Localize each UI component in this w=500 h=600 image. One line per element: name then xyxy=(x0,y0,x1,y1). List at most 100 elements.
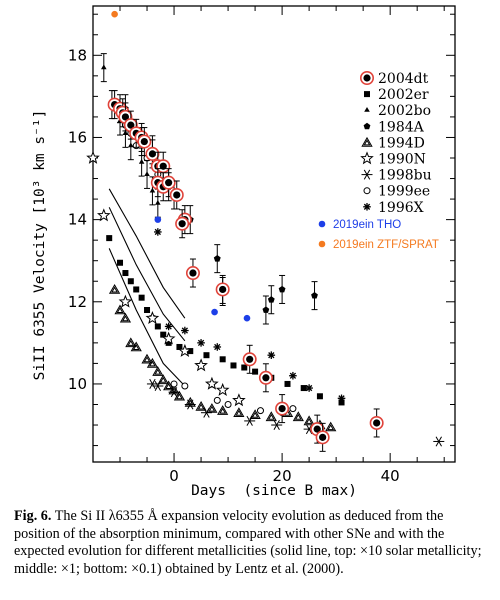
y-tick-label: 14 xyxy=(68,211,87,229)
legend-label-1998bu: 1998bu xyxy=(378,168,432,184)
point-2002er xyxy=(187,348,194,355)
legend-label-2019ein-ZTF-SPRAT: 2019ein ZTF/SPRAT xyxy=(333,239,439,251)
point-1994D xyxy=(146,357,159,368)
model-line xyxy=(108,207,186,342)
point-2002er xyxy=(219,356,226,363)
point-1990N xyxy=(145,310,160,325)
point-2019ein-THO xyxy=(243,314,251,322)
x-axis-title: Days (since B max) xyxy=(191,483,357,499)
point-2002er xyxy=(338,399,345,406)
point-2004dt xyxy=(169,187,184,202)
point-1994D xyxy=(141,353,153,364)
point-1996X xyxy=(213,343,222,351)
point-2002er xyxy=(127,278,134,285)
point-1990N xyxy=(194,358,208,372)
point-2002er xyxy=(133,286,140,293)
point-2004dt xyxy=(369,415,384,430)
model-line xyxy=(108,188,186,319)
point-1984A xyxy=(311,292,318,299)
legend-marker-1996X xyxy=(363,203,371,211)
point-2002bo xyxy=(144,171,150,176)
legend-marker-1984A xyxy=(363,122,371,130)
point-1999ee xyxy=(256,407,264,415)
point-1994D xyxy=(173,390,186,401)
point-1990N xyxy=(177,343,192,357)
legend-marker-2002bo xyxy=(364,107,370,112)
point-2004dt xyxy=(156,159,171,174)
point-2004dt xyxy=(185,266,200,281)
point-2002er xyxy=(284,380,291,387)
legend-marker-1999ee xyxy=(363,187,371,195)
point-1984A xyxy=(278,285,286,293)
point-2002er xyxy=(252,368,259,375)
y-tick-label: 16 xyxy=(68,128,87,146)
y-axis-title: SiII 6355 Velocity [10³ km s⁻¹] xyxy=(32,110,48,381)
data-points xyxy=(86,10,445,452)
point-1996X xyxy=(197,339,205,347)
point-2002er xyxy=(154,323,161,330)
point-2002er xyxy=(138,294,145,301)
point-1999ee xyxy=(181,382,189,390)
legend-marker-2004dt xyxy=(359,71,374,86)
legend-label-1990N: 1990N xyxy=(378,152,426,168)
point-1996X xyxy=(305,384,313,392)
y-tick-label: 12 xyxy=(68,293,87,311)
point-1994D xyxy=(217,405,229,415)
point-2002bo xyxy=(155,200,161,205)
legend: 2004dt2002er2002bo1984A1994D1990N1998bu1… xyxy=(318,71,439,251)
legend-label-2019ein-THO: 2019ein THO xyxy=(333,219,401,231)
point-2004dt xyxy=(123,118,138,133)
legend-label-2004dt: 2004dt xyxy=(378,71,429,87)
point-1994D xyxy=(292,411,304,422)
point-1994D xyxy=(114,304,126,315)
point-1994D xyxy=(130,341,142,352)
x-tick-label: 20 xyxy=(273,467,292,485)
axis-ticks: 0 20 40 10 12 14 16 18 xyxy=(68,6,455,485)
point-2002er xyxy=(176,343,183,350)
point-1990N xyxy=(86,150,100,164)
caption-text: The Si II λ6355 Å expansion velocity evo… xyxy=(14,508,482,577)
x-tick-label: 0 xyxy=(169,467,179,485)
point-1994D xyxy=(195,400,207,411)
point-1996X xyxy=(337,394,346,403)
point-1990N xyxy=(97,208,111,222)
point-2002bo xyxy=(122,130,129,135)
point-2004dt xyxy=(161,175,176,190)
point-1998bu xyxy=(433,436,445,447)
point-1994D xyxy=(108,284,121,294)
point-1996X xyxy=(164,322,173,331)
legend-label-2002er: 2002er xyxy=(378,87,429,103)
point-1990N xyxy=(204,376,219,390)
point-1998bu xyxy=(168,387,180,398)
point-2004dt xyxy=(258,370,273,385)
point-2019ein-ZTF-SPRAT xyxy=(111,10,118,18)
x-tick-label: 40 xyxy=(381,467,400,485)
legend-label-1984A: 1984A xyxy=(378,119,425,135)
point-1990N xyxy=(232,393,246,407)
point-1994D xyxy=(303,415,315,426)
point-2004dt xyxy=(242,352,257,367)
point-1994D xyxy=(325,421,337,432)
point-2004dt xyxy=(315,430,330,445)
point-1998bu xyxy=(244,415,256,426)
point-2002er xyxy=(241,364,248,371)
point-2002er xyxy=(316,393,323,400)
legend-marker-1990N xyxy=(360,151,374,165)
point-1990N xyxy=(161,331,176,345)
point-1994D xyxy=(152,366,164,376)
point-2002er xyxy=(203,352,210,359)
point-1990N xyxy=(118,294,133,308)
model-line xyxy=(108,248,186,387)
point-2004dt xyxy=(145,146,160,161)
point-2002er xyxy=(165,339,172,346)
point-1999ee xyxy=(224,400,232,408)
point-2002er xyxy=(106,235,113,242)
legend-label-1999ee: 1999ee xyxy=(378,184,430,200)
point-1994D xyxy=(125,337,137,348)
legend-marker-2019ein-ZTF-SPRAT xyxy=(318,240,326,248)
point-2019ein-THO xyxy=(154,216,162,223)
point-1999ee xyxy=(213,396,221,404)
point-2004dt xyxy=(175,216,190,231)
point-2002bo xyxy=(101,64,107,70)
caption-label: Fig. 6. xyxy=(14,508,52,524)
